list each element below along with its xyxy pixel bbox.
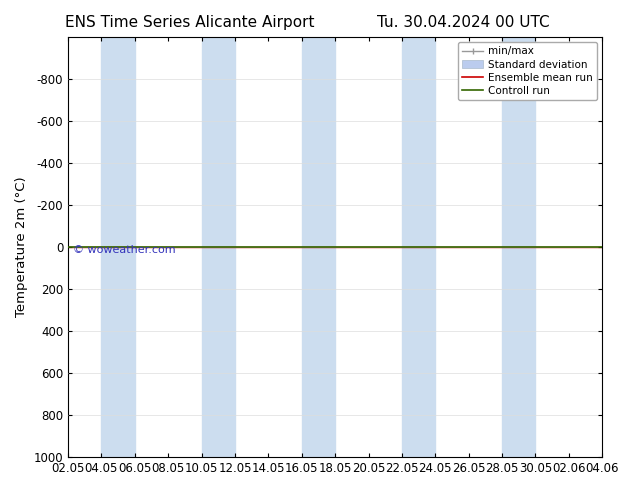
Text: Tu. 30.04.2024 00 UTC: Tu. 30.04.2024 00 UTC (377, 15, 549, 30)
Bar (502, 37, 536, 457)
Bar (302, 37, 335, 457)
Legend: min/max, Standard deviation, Ensemble mean run, Controll run: min/max, Standard deviation, Ensemble me… (458, 42, 597, 100)
Bar (101, 37, 135, 457)
Text: © woweather.com: © woweather.com (74, 245, 176, 255)
Bar (202, 37, 235, 457)
Bar (402, 37, 436, 457)
Y-axis label: Temperature 2m (°C): Temperature 2m (°C) (15, 177, 28, 318)
Text: ENS Time Series Alicante Airport: ENS Time Series Alicante Airport (65, 15, 315, 30)
